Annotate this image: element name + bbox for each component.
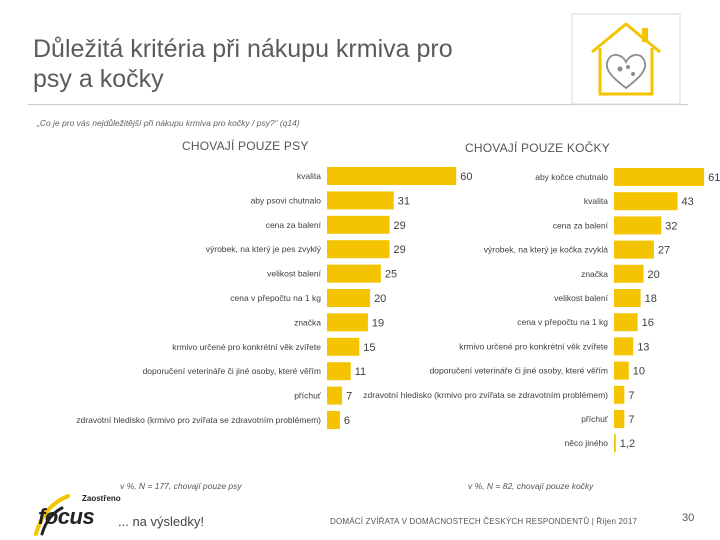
dogs-bar-0 — [327, 167, 457, 185]
cats-bar-4 — [614, 264, 644, 283]
cats-value-label-6: 16 — [642, 317, 654, 329]
dogs-value-label-6: 19 — [372, 317, 384, 329]
cats-value-label-5: 18 — [645, 293, 657, 305]
cats-category-label-0: aby kočce chutnalo — [535, 172, 608, 182]
dogs-bar-6 — [327, 313, 368, 332]
cats-bar-3 — [614, 240, 654, 259]
page-number: 30 — [682, 512, 695, 524]
dogs-bar-1 — [327, 191, 394, 210]
cats-value-label-10: 7 — [628, 414, 634, 426]
cats-value-label-4: 20 — [648, 269, 660, 281]
cats-value-label-9: 7 — [628, 390, 634, 402]
dogs-category-label-10: zdravotní hledisko (krmivo pro zvířata s… — [76, 415, 321, 425]
dogs-value-label-5: 20 — [374, 293, 386, 305]
cats-chart-note: v %, N = 82, chovají pouze kočky — [468, 481, 594, 491]
dogs-chart-note: v %, N = 177, chovají pouze psy — [120, 481, 242, 491]
dogs-bar-3 — [327, 240, 390, 259]
cats-bar-0 — [614, 168, 705, 186]
survey-question: „Co je pro vás nejdůležitější při nákupu… — [37, 118, 300, 128]
cats-bar-8 — [614, 361, 629, 380]
slide-title-line-2: psy a kočky — [33, 65, 164, 93]
dogs-bar-2 — [327, 215, 390, 234]
cats-category-label-4: značka — [581, 269, 608, 279]
brand-tagline: ... na výsledky! — [118, 514, 204, 529]
dogs-category-label-0: kvalita — [297, 171, 321, 181]
dogs-bar-5 — [327, 289, 371, 307]
dogs-value-label-0: 60 — [460, 171, 472, 183]
dogs-bar-10 — [327, 411, 340, 429]
cats-value-label-3: 27 — [658, 245, 670, 257]
cats-category-label-5: velikost balení — [554, 293, 609, 303]
dogs-value-label-9: 7 — [346, 391, 352, 403]
dogs-bar-4 — [327, 264, 381, 283]
cats-category-label-11: něco jiného — [565, 438, 609, 448]
cats-value-label-8: 10 — [633, 366, 645, 378]
title-divider — [28, 104, 688, 105]
dogs-value-label-1: 31 — [398, 195, 410, 207]
dogs-bar-7 — [327, 337, 360, 356]
cats-value-label-1: 43 — [682, 196, 694, 208]
house-heart-icon — [570, 12, 682, 106]
cats-bar-chart: aby kočce chutnalo 61 kvalita 43 cena za bal… — [363, 168, 720, 453]
cats-bar-5 — [614, 289, 641, 307]
dogs-value-label-7: 15 — [363, 342, 375, 354]
footer-text: DOMÁCÍ ZVÍŘATA V DOMÁCNOSTECH ČESKÝCH RE… — [330, 517, 638, 526]
cats-category-label-9: zdravotní hledisko (krmivo pro zvířata s… — [363, 390, 608, 400]
cats-category-label-6: cena v přepočtu na 1 kg — [517, 317, 608, 327]
cats-category-label-3: výrobek, na který je kočka zvyklá — [484, 245, 609, 255]
dogs-value-label-4: 25 — [385, 269, 397, 281]
dogs-value-label-10: 6 — [344, 415, 350, 427]
dogs-category-label-3: výrobek, na který je pes zvyklý — [206, 244, 322, 254]
brand-name: focus — [38, 504, 95, 529]
cats-bar-11 — [614, 434, 616, 453]
dogs-category-label-4: velikost balení — [267, 269, 322, 279]
brand-top-label: Zaostřeno — [82, 494, 121, 503]
dogs-category-label-7: krmivo určené pro konkrétní věk zvířete — [172, 342, 321, 352]
dogs-category-label-2: cena za balení — [266, 220, 322, 230]
cats-bar-6 — [614, 313, 638, 332]
cats-bar-10 — [614, 410, 625, 428]
dogs-bar-9 — [327, 386, 343, 405]
dogs-value-label-8: 11 — [355, 366, 366, 378]
focus-logo: Zaostřeno focus ... na výsledky! — [32, 494, 212, 536]
cats-value-label-11: 1,2 — [620, 438, 635, 450]
dogs-value-label-2: 29 — [393, 220, 405, 232]
dogs-category-label-8: doporučení veterináře či jiné osoby, kte… — [143, 366, 321, 376]
slide-title: Důležitá kritéria při nákupu krmiva pro … — [33, 34, 553, 94]
cats-category-label-10: příchuť — [581, 414, 609, 424]
dogs-chart-title: CHOVAJÍ POUZE PSY — [182, 139, 309, 153]
cats-category-label-1: kvalita — [584, 196, 608, 206]
dogs-category-label-1: aby psovi chutnalo — [251, 195, 322, 205]
dogs-category-label-5: cena v přepočtu na 1 kg — [230, 293, 321, 303]
cats-chart-title: CHOVAJÍ POUZE KOČKY — [465, 141, 610, 155]
cats-category-label-8: doporučení veterináře či jiné osoby, kte… — [430, 366, 608, 376]
cats-bar-7 — [614, 337, 634, 356]
dogs-category-label-6: značka — [294, 317, 321, 327]
dogs-value-label-3: 29 — [393, 244, 405, 256]
dogs-category-label-9: příchuť — [294, 391, 322, 401]
cats-value-label-0: 61 — [708, 172, 720, 184]
cats-bar-1 — [614, 192, 678, 211]
cats-category-label-7: krmivo určené pro konkrétní věk zvířete — [459, 341, 608, 351]
cats-bar-9 — [614, 385, 625, 404]
cats-bar-2 — [614, 216, 662, 235]
cats-value-label-7: 13 — [637, 341, 649, 353]
dogs-bar-8 — [327, 362, 351, 381]
cats-value-label-2: 32 — [665, 220, 677, 232]
cats-category-label-2: cena za balení — [553, 220, 609, 230]
slide-title-line-1: Důležitá kritéria při nákupu krmiva pro — [33, 35, 453, 63]
dogs-bar-chart: kvalita 60 aby psovi chutnalo 31 cena za bal… — [76, 167, 472, 429]
